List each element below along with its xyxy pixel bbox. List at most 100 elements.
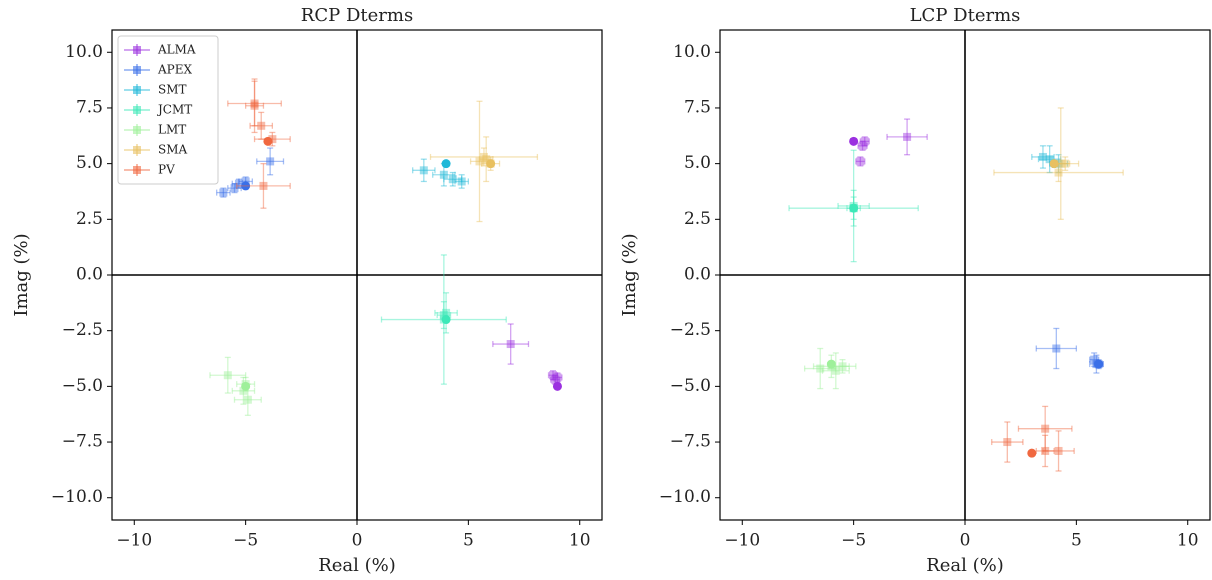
point xyxy=(457,177,466,186)
legend-swatch xyxy=(133,46,141,54)
x-tick-label: 0 xyxy=(960,531,971,551)
y-tick-label: −5.0 xyxy=(670,376,711,396)
y-tick-label: 7.5 xyxy=(76,97,103,117)
x-axis-label: Real (%) xyxy=(318,555,396,576)
point xyxy=(482,155,491,164)
legend-swatch xyxy=(133,86,141,94)
y-tick-label: 2.5 xyxy=(76,209,103,229)
legend-label: SMT xyxy=(158,83,187,97)
chart-title: LCP Dterms xyxy=(910,5,1021,26)
point xyxy=(1041,424,1050,433)
point xyxy=(1090,355,1099,364)
point xyxy=(243,395,252,404)
point xyxy=(257,121,266,130)
point xyxy=(219,188,228,197)
centroid xyxy=(441,159,451,169)
point xyxy=(1052,344,1061,353)
point xyxy=(858,141,867,150)
point xyxy=(259,181,268,190)
centroid xyxy=(1027,448,1037,458)
centroid xyxy=(263,136,273,146)
x-tick-label: 0 xyxy=(352,531,363,551)
point xyxy=(838,362,847,371)
point xyxy=(234,179,243,188)
point xyxy=(831,366,840,375)
point xyxy=(1038,152,1047,161)
point xyxy=(506,340,515,349)
point xyxy=(250,99,259,108)
point xyxy=(1061,159,1070,168)
point xyxy=(268,135,277,144)
point xyxy=(551,375,560,384)
y-tick-label: −7.5 xyxy=(62,432,103,452)
y-tick-label: −5.0 xyxy=(62,376,103,396)
point xyxy=(230,184,239,193)
point xyxy=(479,152,488,161)
chart-title: RCP Dterms xyxy=(301,5,413,26)
point xyxy=(419,166,428,175)
point xyxy=(1041,446,1050,455)
legend-label: ALMA xyxy=(157,43,196,57)
point xyxy=(1054,168,1063,177)
x-tick-label: 10 xyxy=(1177,531,1199,551)
y-tick-label: 0.0 xyxy=(76,265,103,285)
point xyxy=(239,386,248,395)
y-tick-label: 2.5 xyxy=(684,209,711,229)
centroid xyxy=(826,359,836,369)
y-tick-label: −10.0 xyxy=(659,487,711,507)
y-tick-label: 10.0 xyxy=(65,42,103,62)
subplot: RCP Dterms Real (%) Imag (%) −10 −5 0 5 10 −10.0… xyxy=(11,5,603,576)
x-tick-label: 10 xyxy=(569,531,591,551)
y-tick-label: 5.0 xyxy=(684,153,711,173)
point xyxy=(816,364,825,373)
point xyxy=(448,175,457,184)
y-tick-label: 7.5 xyxy=(684,97,711,117)
point xyxy=(856,157,865,166)
centroid xyxy=(552,381,562,391)
point xyxy=(439,311,448,320)
y-tick-label: 5.0 xyxy=(76,153,103,173)
y-axis-label: Imag (%) xyxy=(11,233,32,316)
plot-frame xyxy=(111,29,603,521)
x-tick-label: −5 xyxy=(233,531,258,551)
x-tick-label: −10 xyxy=(724,531,760,551)
legend-swatch xyxy=(133,106,141,114)
y-tick-label: −2.5 xyxy=(670,320,711,340)
point xyxy=(1045,155,1054,164)
plot-frame xyxy=(719,29,1211,521)
centroid xyxy=(1049,159,1059,169)
point xyxy=(475,157,484,166)
legend-swatch xyxy=(133,166,141,174)
point xyxy=(549,371,557,380)
legend-label: SMA xyxy=(158,143,188,157)
point xyxy=(266,157,275,166)
point xyxy=(903,132,912,141)
point xyxy=(553,373,562,382)
point xyxy=(1054,446,1063,455)
x-tick-label: 5 xyxy=(463,531,474,551)
centroid xyxy=(241,181,251,191)
legend-label: PV xyxy=(158,163,175,177)
legend-box xyxy=(117,35,219,185)
centroid xyxy=(241,381,251,391)
y-tick-label: 0.0 xyxy=(684,265,711,285)
centroid xyxy=(441,315,451,325)
centroid xyxy=(849,136,859,146)
point xyxy=(439,170,448,179)
subplot: LCP Dterms Real (%) Imag (%) −10 −5 0 5 10 −10.0… xyxy=(619,5,1211,576)
x-tick-label: −10 xyxy=(116,531,152,551)
y-tick-label: 10.0 xyxy=(673,42,711,62)
legend-label: APEX xyxy=(157,63,193,77)
y-axis-label: Imag (%) xyxy=(619,233,640,316)
centroid xyxy=(849,203,859,213)
centroid xyxy=(1094,359,1104,369)
x-tick-label: −5 xyxy=(841,531,866,551)
point xyxy=(250,101,259,110)
legend-swatch xyxy=(133,126,141,134)
x-tick-label: 5 xyxy=(1071,531,1082,551)
point xyxy=(1056,159,1065,168)
legend-swatch xyxy=(133,146,141,154)
point xyxy=(223,371,232,380)
x-axis-label: Real (%) xyxy=(926,555,1004,576)
